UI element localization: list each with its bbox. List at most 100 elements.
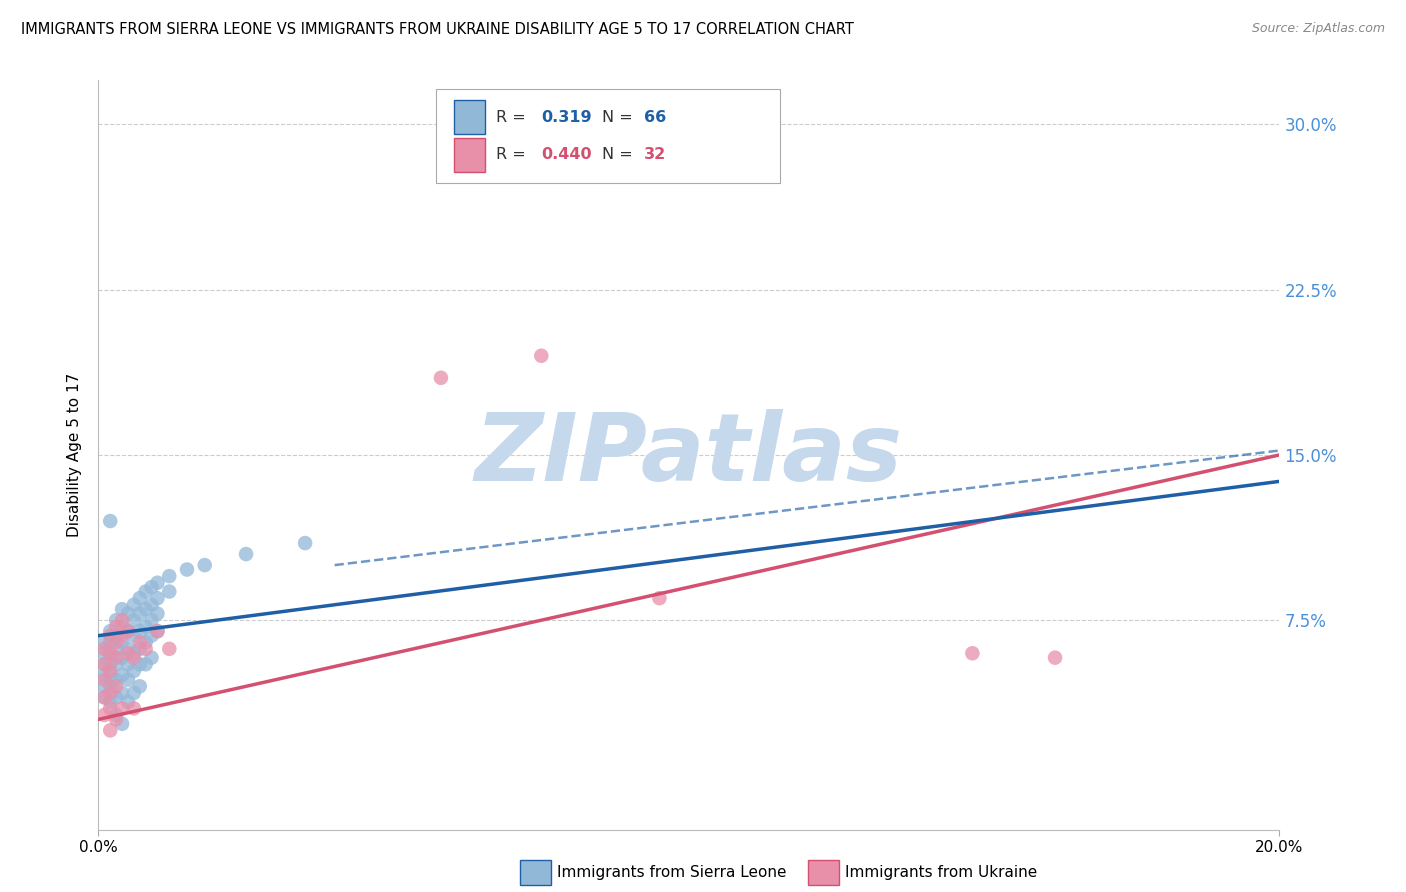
Point xyxy=(135,620,157,634)
Point xyxy=(146,575,169,590)
Point xyxy=(157,569,180,583)
Point xyxy=(98,723,121,738)
Point xyxy=(98,646,121,660)
Point xyxy=(122,650,145,665)
Point xyxy=(135,584,157,599)
Point xyxy=(122,629,145,643)
Point xyxy=(111,668,134,682)
Point xyxy=(93,673,115,687)
Point xyxy=(117,624,139,639)
Point xyxy=(648,591,671,606)
Point xyxy=(128,607,150,621)
Point xyxy=(105,620,128,634)
Point xyxy=(135,602,157,616)
Point xyxy=(235,547,257,561)
Text: N =: N = xyxy=(602,147,638,162)
Point xyxy=(111,686,134,700)
Point xyxy=(141,613,163,627)
Text: 0.440: 0.440 xyxy=(541,147,592,162)
Point xyxy=(962,646,984,660)
Point xyxy=(135,657,157,672)
Point xyxy=(111,635,134,649)
Point xyxy=(128,679,150,693)
Point xyxy=(98,701,121,715)
Point xyxy=(117,641,139,656)
Text: N =: N = xyxy=(602,110,638,125)
Point xyxy=(176,562,198,576)
Point xyxy=(105,613,128,627)
Point xyxy=(146,624,169,639)
Point xyxy=(93,657,115,672)
Point xyxy=(105,657,128,672)
Point xyxy=(111,716,134,731)
Point xyxy=(146,607,169,621)
Point xyxy=(93,646,115,660)
Point xyxy=(111,701,134,715)
Text: R =: R = xyxy=(496,110,531,125)
Point xyxy=(111,620,134,634)
Point xyxy=(105,679,128,693)
Text: 32: 32 xyxy=(644,147,666,162)
Text: R =: R = xyxy=(496,147,531,162)
Text: ZIPatlas: ZIPatlas xyxy=(475,409,903,501)
Point xyxy=(98,635,121,649)
Text: IMMIGRANTS FROM SIERRA LEONE VS IMMIGRANTS FROM UKRAINE DISABILITY AGE 5 TO 17 C: IMMIGRANTS FROM SIERRA LEONE VS IMMIGRAN… xyxy=(21,22,853,37)
Point xyxy=(128,624,150,639)
Point xyxy=(128,657,150,672)
Point xyxy=(105,629,128,643)
Point xyxy=(117,673,139,687)
Point xyxy=(93,690,115,705)
Point xyxy=(1043,650,1066,665)
Point xyxy=(117,695,139,709)
Point xyxy=(98,664,121,678)
Y-axis label: Disability Age 5 to 17: Disability Age 5 to 17 xyxy=(67,373,83,537)
Point xyxy=(98,646,121,660)
Point xyxy=(141,580,163,594)
Point xyxy=(117,607,139,621)
Point xyxy=(128,635,150,649)
Point xyxy=(135,635,157,649)
Point xyxy=(117,646,139,660)
Point xyxy=(117,657,139,672)
Point xyxy=(105,673,128,687)
Point xyxy=(98,624,121,639)
Point xyxy=(111,629,134,643)
Point xyxy=(111,650,134,665)
Point xyxy=(430,371,453,385)
Text: 0.319: 0.319 xyxy=(541,110,592,125)
Point xyxy=(122,598,145,612)
Point xyxy=(530,349,553,363)
Point xyxy=(294,536,316,550)
Point xyxy=(105,641,128,656)
Point xyxy=(93,635,115,649)
Point xyxy=(98,686,121,700)
Point xyxy=(194,558,217,573)
Point xyxy=(157,641,180,656)
Point xyxy=(105,635,128,649)
Point xyxy=(111,613,134,627)
Point xyxy=(105,708,128,723)
Point xyxy=(93,657,115,672)
Point xyxy=(117,624,139,639)
Point xyxy=(122,701,145,715)
Point xyxy=(122,646,145,660)
Point xyxy=(128,641,150,656)
Point xyxy=(122,613,145,627)
Point xyxy=(141,650,163,665)
Text: Immigrants from Ukraine: Immigrants from Ukraine xyxy=(845,865,1038,880)
Text: 66: 66 xyxy=(644,110,666,125)
Point xyxy=(105,650,128,665)
Point xyxy=(98,695,121,709)
Point xyxy=(105,690,128,705)
Point xyxy=(111,602,134,616)
Point xyxy=(93,708,115,723)
Point xyxy=(146,624,169,639)
Point xyxy=(98,668,121,682)
Point xyxy=(122,686,145,700)
Point xyxy=(98,629,121,643)
Point xyxy=(98,657,121,672)
Point xyxy=(93,690,115,705)
Point xyxy=(141,598,163,612)
Point xyxy=(98,679,121,693)
Point xyxy=(157,584,180,599)
